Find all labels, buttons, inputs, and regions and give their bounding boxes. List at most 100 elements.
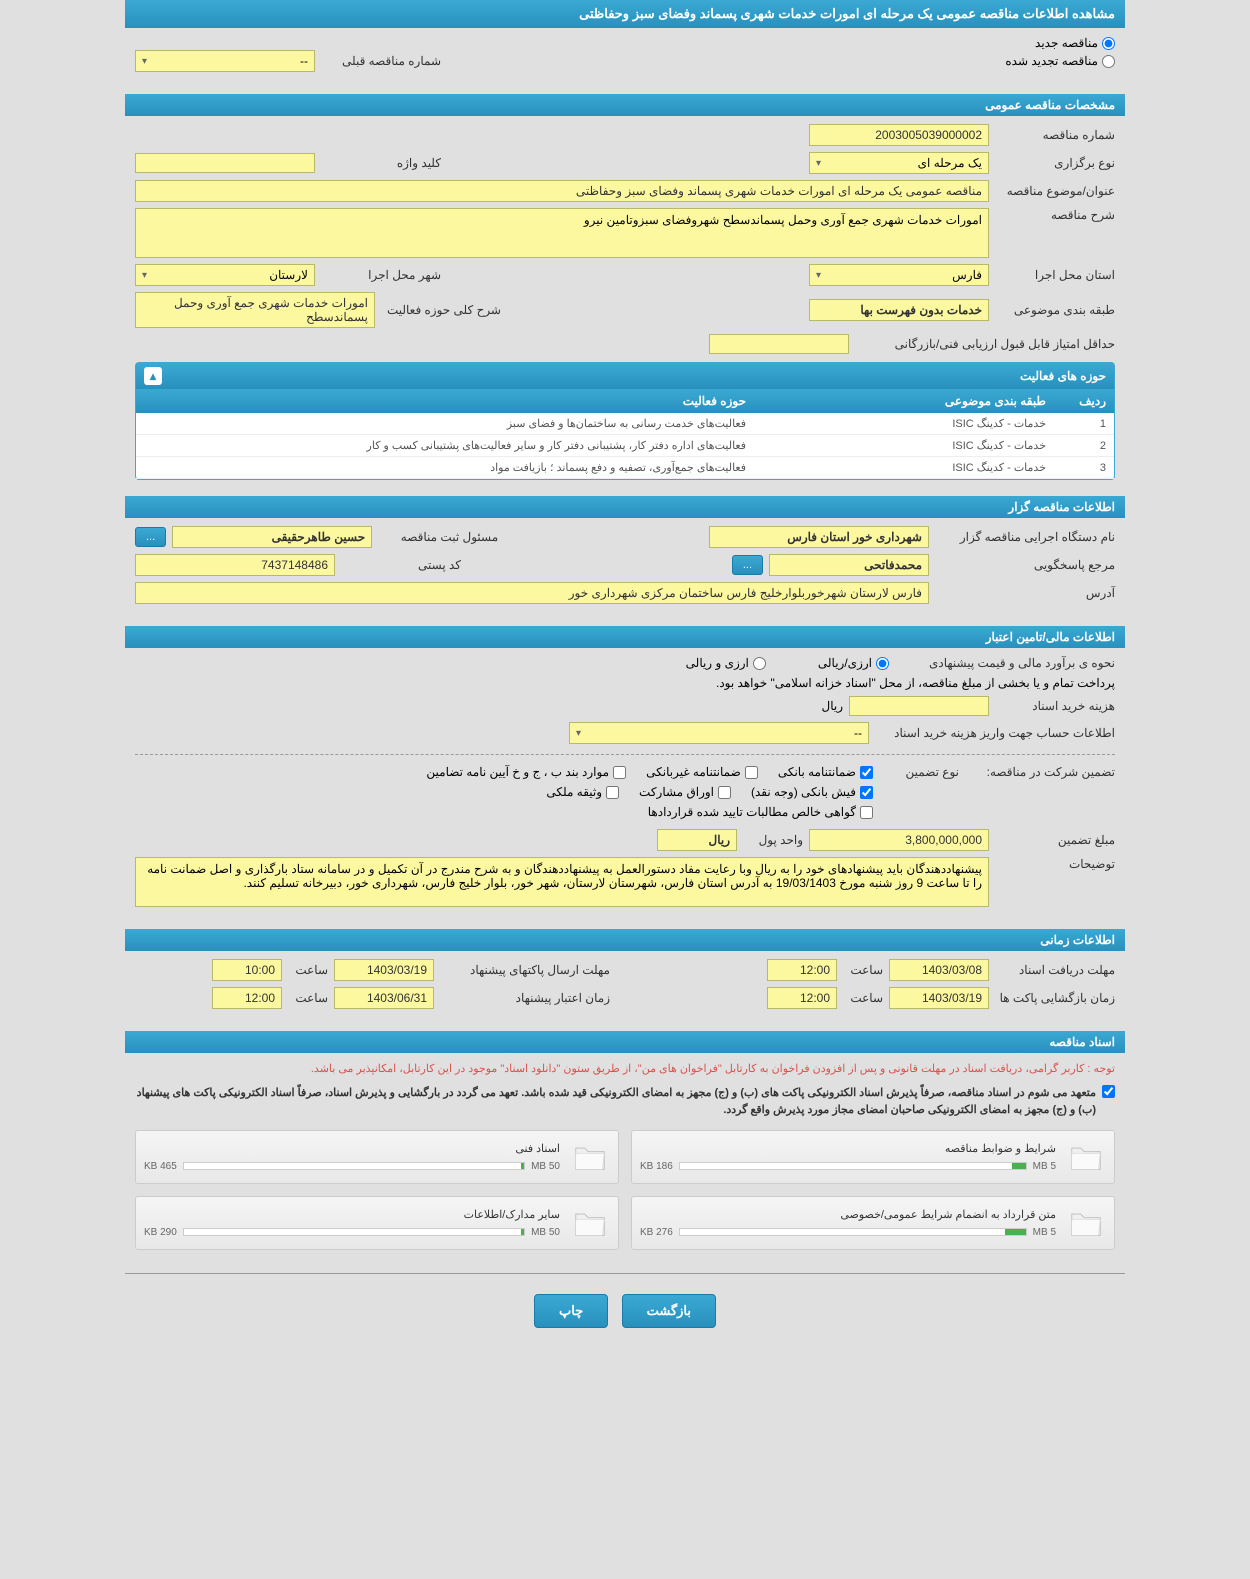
postal-label: کد پستی <box>341 558 461 572</box>
title-field: مناقصه عمومی یک مرحله ای امورات خدمات شه… <box>135 180 989 202</box>
time-label: ساعت <box>288 963 328 977</box>
table-cell: فعالیت‌های اداره دفتر کار، پشتیبانی دفتر… <box>136 435 754 457</box>
back-button[interactable]: بازگشت <box>622 1294 716 1328</box>
keyword-field[interactable] <box>135 153 315 173</box>
doc-cost-field[interactable] <box>849 696 989 716</box>
notice-1: توجه : کاربر گرامی، دریافت اسناد در مهلت… <box>135 1061 1115 1079</box>
check-clauses[interactable] <box>613 766 626 779</box>
submit-deadline-time: 10:00 <box>212 959 282 981</box>
address-label: آدرس <box>935 586 1115 600</box>
progress-bar <box>679 1162 1027 1170</box>
col-category: طبقه بندی موضوعی <box>754 389 1054 413</box>
min-score-label: حداقل امتیاز قابل قبول ارزیابی فنی/بازرگ… <box>855 337 1115 351</box>
doc-box[interactable]: شرایط و ضوابط مناقصه5 MB186 KB <box>631 1130 1115 1184</box>
province-label: استان محل اجرا <box>995 268 1115 282</box>
check-bonds[interactable] <box>718 786 731 799</box>
contact-more-button[interactable]: ... <box>732 555 763 575</box>
radio-new[interactable] <box>1102 37 1115 50</box>
doc-title: متن قرارداد به انضمام شرایط عمومی/خصوصی <box>640 1208 1056 1221</box>
account-info-select[interactable]: -- ▾ <box>569 722 869 744</box>
check-cash-label: فیش بانکی (وجه نقد) <box>751 785 856 799</box>
validity-time: 12:00 <box>212 987 282 1009</box>
address-field: فارس لارستان شهرخوربلوارخلیج فارس ساختما… <box>135 582 929 604</box>
doc-max: 5 MB <box>1033 1227 1056 1238</box>
unit-label: واحد پول <box>743 833 803 847</box>
submit-deadline-label: مهلت ارسال پاکتهای پیشنهاد <box>440 963 610 977</box>
docs-section-header: اسناد مناقصه <box>125 1031 1125 1053</box>
chevron-down-icon: ▾ <box>576 728 581 739</box>
radio-renewed-label: مناقصه تجدید شده <box>1005 54 1098 68</box>
doc-size: 465 KB <box>144 1161 177 1172</box>
progress-bar <box>183 1228 525 1236</box>
opening-time: 12:00 <box>767 987 837 1009</box>
check-nonbank[interactable] <box>745 766 758 779</box>
radio-new-label: مناقصه جدید <box>1035 36 1098 50</box>
time-label: ساعت <box>843 991 883 1005</box>
activity-table: ردیف طبقه بندی موضوعی حوزه فعالیت 1خدمات… <box>136 389 1114 479</box>
time-label: ساعت <box>288 991 328 1005</box>
amount-field: 3,800,000,000 <box>809 829 989 851</box>
financial-section-header: اطلاعات مالی/تامین اعتبار <box>125 626 1125 648</box>
radio-both[interactable] <box>753 657 766 670</box>
table-cell: خدمات - کدینگ ISIC <box>754 413 1054 435</box>
opening-date: 1403/03/19 <box>889 987 989 1009</box>
table-row: 3خدمات - کدینگ ISICفعالیت‌های جمع‌آوری، … <box>136 457 1114 479</box>
check-bonds-label: اوراق مشارکت <box>639 785 714 799</box>
radio-rial[interactable] <box>876 657 889 670</box>
prev-number-select[interactable]: -- ▾ <box>135 50 315 72</box>
city-label: شهر محل اجرا <box>321 268 441 282</box>
receive-deadline-date: 1403/03/08 <box>889 959 989 981</box>
check-cert[interactable] <box>860 806 873 819</box>
check-property[interactable] <box>606 786 619 799</box>
print-button[interactable]: چاپ <box>534 1294 608 1328</box>
chevron-down-icon: ▾ <box>816 158 821 169</box>
doc-box[interactable]: سایر مدارک/اطلاعات50 MB290 KB <box>135 1196 619 1250</box>
receive-deadline-label: مهلت دریافت اسناد <box>995 963 1115 977</box>
activity-desc-field: امورات خدمات شهری جمع آوری وحمل پسماندسط… <box>135 292 375 328</box>
province-select[interactable]: فارس ▾ <box>809 264 989 286</box>
time-section-header: اطلاعات زمانی <box>125 929 1125 951</box>
type-select[interactable]: یک مرحله ای ▾ <box>809 152 989 174</box>
receive-deadline-time: 12:00 <box>767 959 837 981</box>
chevron-down-icon: ▾ <box>142 270 147 281</box>
time-label: ساعت <box>843 963 883 977</box>
submit-deadline-date: 1403/03/19 <box>334 959 434 981</box>
title-label: عنوان/موضوع مناقصه <box>995 184 1115 198</box>
doc-size: 290 KB <box>144 1227 177 1238</box>
guarantee-type-label: نوع تضمین <box>879 765 959 779</box>
check-cash[interactable] <box>860 786 873 799</box>
amount-label: مبلغ تضمین <box>995 833 1115 847</box>
activity-desc-label: شرح کلی حوزه فعالیت <box>381 303 501 317</box>
chevron-down-icon: ▾ <box>142 56 147 67</box>
table-cell: فعالیت‌های جمع‌آوری، تصفیه و دفع پسماند … <box>136 457 754 479</box>
table-cell: 2 <box>1054 435 1114 457</box>
prev-number-label: شماره مناقصه قبلی <box>321 54 441 68</box>
check-property-label: وثیقه ملکی <box>546 785 602 799</box>
activity-table-box: حوزه های فعالیت ▴ ردیف طبقه بندی موضوعی … <box>135 362 1115 480</box>
doc-box[interactable]: اسناد فنی50 MB465 KB <box>135 1130 619 1184</box>
chevron-down-icon: ▾ <box>816 270 821 281</box>
postal-field: 7437148486 <box>135 554 335 576</box>
validity-date: 1403/06/31 <box>334 987 434 1009</box>
unit-field: ریال <box>657 829 737 851</box>
check-bank[interactable] <box>860 766 873 779</box>
doc-box[interactable]: متن قرارداد به انضمام شرایط عمومی/خصوصی 5… <box>631 1196 1115 1250</box>
doc-max: 5 MB <box>1033 1161 1056 1172</box>
more-button[interactable]: ... <box>135 527 166 547</box>
category-field: خدمات بدون فهرست بها <box>809 299 989 321</box>
min-score-field[interactable] <box>709 334 849 354</box>
doc-size: 186 KB <box>640 1161 673 1172</box>
activity-table-title: حوزه های فعالیت <box>1020 369 1106 383</box>
page-title: مشاهده اطلاعات مناقصه عمومی یک مرحله ای … <box>125 0 1125 28</box>
notes-label: توضیحات <box>995 857 1115 871</box>
doc-title: اسناد فنی <box>144 1142 560 1155</box>
check-clauses-label: موارد بند ب ، ج و خ آیین نامه تضامین <box>426 765 609 779</box>
collapse-button[interactable]: ▴ <box>144 367 162 385</box>
notes-field: پیشنهاددهندگان باید پیشنهادهای خود را به… <box>135 857 989 907</box>
contact-label: مرجع پاسخگویی <box>935 558 1115 572</box>
radio-rial-label: ارزی/ریالی <box>818 656 872 670</box>
commit-checkbox[interactable] <box>1102 1085 1115 1098</box>
radio-renewed[interactable] <box>1102 55 1115 68</box>
validity-label: زمان اعتبار پیشنهاد <box>440 991 610 1005</box>
city-select[interactable]: لارستان ▾ <box>135 264 315 286</box>
